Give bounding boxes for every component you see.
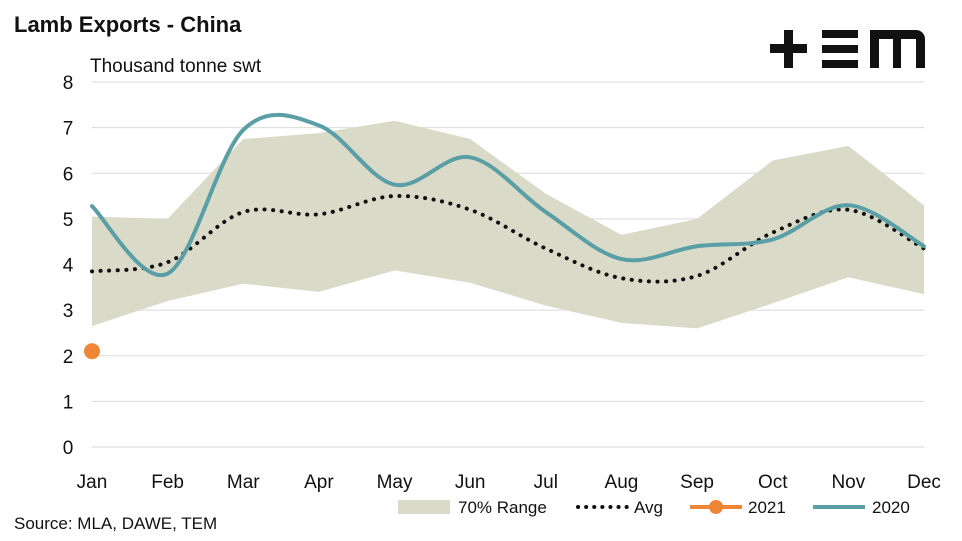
tem-logo bbox=[770, 30, 925, 68]
range-band-area bbox=[92, 120, 924, 329]
x-tick-label: Jan bbox=[77, 472, 108, 493]
x-tick-label: Mar bbox=[227, 472, 260, 493]
legend-swatch-2021-marker bbox=[709, 500, 723, 514]
y-tick-label: 2 bbox=[63, 347, 74, 368]
legend-label: Avg bbox=[634, 498, 663, 517]
y-axis-unit-label: Thousand tonne swt bbox=[90, 56, 262, 77]
legend-label: 2021 bbox=[748, 498, 786, 517]
source-note: Source: MLA, DAWE, TEM bbox=[14, 514, 218, 533]
legend: 70% Range Avg 2021 2020 bbox=[398, 498, 910, 517]
y-tick-labels: 0 1 2 3 4 5 6 7 8 bbox=[63, 73, 74, 459]
x-tick-label: Feb bbox=[151, 472, 184, 493]
y-tick-label: 0 bbox=[63, 438, 74, 459]
x-tick-label: Dec bbox=[907, 472, 941, 493]
x-tick-label: Apr bbox=[304, 472, 334, 493]
x-tick-label: Sep bbox=[680, 472, 714, 493]
series-2020-line bbox=[90, 112, 926, 278]
x-tick-label: Nov bbox=[831, 472, 865, 493]
legend-swatch-range bbox=[398, 500, 450, 514]
y-tick-label: 6 bbox=[63, 164, 74, 185]
x-tick-label: Aug bbox=[605, 472, 639, 493]
y-tick-label: 8 bbox=[63, 73, 74, 94]
x-tick-label: May bbox=[377, 472, 413, 493]
legend-label: 2020 bbox=[872, 498, 910, 517]
x-tick-label: Oct bbox=[758, 472, 788, 493]
y-tick-label: 7 bbox=[63, 119, 74, 140]
legend-label-range: 70% Range bbox=[458, 498, 547, 517]
y-tick-label: 3 bbox=[63, 301, 74, 322]
series-2021-point bbox=[84, 343, 100, 360]
x-tick-label: Jul bbox=[534, 472, 558, 493]
x-tick-labels: Jan Feb Mar Apr May Jun Jul Aug Sep Oct Nov Dec bbox=[77, 472, 941, 493]
series-avg-line bbox=[90, 194, 926, 284]
x-tick-label: Jun bbox=[455, 472, 486, 493]
y-tick-label: 1 bbox=[63, 392, 74, 413]
range-band bbox=[92, 120, 924, 329]
y-tick-label: 5 bbox=[63, 210, 74, 231]
y-tick-label: 4 bbox=[63, 256, 74, 277]
series-layer bbox=[84, 112, 926, 360]
chart-title: Lamb Exports - China bbox=[14, 12, 242, 37]
